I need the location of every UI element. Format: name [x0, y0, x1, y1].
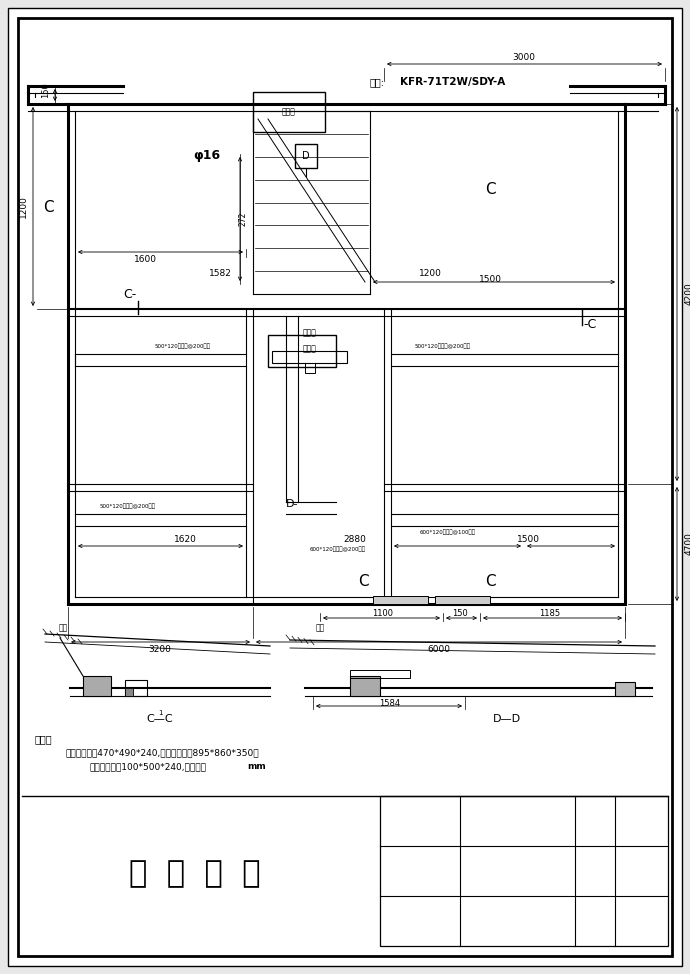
Text: C: C — [484, 575, 495, 589]
Text: 272: 272 — [239, 211, 248, 226]
Text: 1200: 1200 — [19, 195, 28, 218]
Bar — [125, 680, 147, 696]
Text: 室内机: 室内机 — [303, 328, 317, 338]
Text: 500*120送风口@200排风: 500*120送风口@200排风 — [155, 343, 211, 349]
Text: 1185: 1185 — [540, 610, 560, 618]
Text: D—D: D—D — [493, 714, 521, 724]
Text: 1500: 1500 — [478, 275, 502, 283]
Text: 1500: 1500 — [517, 535, 540, 543]
Text: 150: 150 — [452, 610, 468, 618]
Text: 500*120送风口@200排风: 500*120送风口@200排风 — [100, 504, 156, 508]
Bar — [373, 596, 428, 604]
Bar — [268, 335, 336, 367]
Bar — [350, 676, 380, 696]
Bar — [380, 796, 668, 946]
Text: 2880: 2880 — [344, 535, 366, 543]
Bar — [83, 676, 111, 696]
Text: C: C — [43, 200, 53, 214]
Text: 楼顶: 楼顶 — [315, 623, 324, 632]
Text: 静压箱: 静压箱 — [303, 345, 317, 354]
Text: C: C — [357, 575, 368, 589]
Text: C—C: C—C — [147, 714, 173, 724]
Text: φ16: φ16 — [193, 149, 221, 163]
Text: 1584: 1584 — [380, 699, 401, 708]
Text: C-: C- — [124, 287, 137, 301]
Text: 静压箱尺寸为100*500*240,单位均为: 静压箱尺寸为100*500*240,单位均为 — [90, 762, 207, 771]
Text: 室内机尺寸为470*490*240,室外机尺寸为895*860*350，: 室内机尺寸为470*490*240,室外机尺寸为895*860*350， — [65, 748, 259, 757]
Text: 1582: 1582 — [208, 270, 231, 279]
Text: 1200: 1200 — [419, 270, 442, 279]
Text: 150: 150 — [41, 82, 50, 97]
Text: KFR-71T2W/SDY-A: KFR-71T2W/SDY-A — [400, 77, 505, 87]
Text: 600*120连接口@100排风: 600*120连接口@100排风 — [420, 529, 476, 535]
Text: 3000: 3000 — [513, 54, 535, 62]
Bar — [295, 144, 317, 168]
Text: D: D — [302, 151, 310, 161]
Bar — [125, 688, 133, 696]
Text: 600*120长风口@200排风: 600*120长风口@200排风 — [310, 546, 366, 552]
Text: 1600: 1600 — [133, 254, 157, 264]
Bar — [253, 92, 325, 132]
Text: 1100: 1100 — [373, 610, 393, 618]
Text: 室外机: 室外机 — [282, 107, 296, 117]
Bar — [272, 351, 347, 363]
Text: -C: -C — [583, 318, 597, 330]
Bar — [350, 670, 410, 678]
Text: 型号:: 型号: — [370, 77, 385, 87]
Bar — [435, 596, 490, 604]
Text: 说明：: 说明： — [35, 734, 52, 744]
Text: 6000: 6000 — [428, 646, 451, 655]
Text: 二  层  平  面: 二 层 平 面 — [129, 859, 261, 888]
Text: mm: mm — [247, 762, 266, 771]
Text: D-: D- — [286, 499, 298, 509]
Text: 1620: 1620 — [174, 535, 197, 543]
Text: 楼顶: 楼顶 — [59, 623, 68, 632]
Text: 3200: 3200 — [148, 646, 171, 655]
Text: C: C — [484, 181, 495, 197]
Text: 4200: 4200 — [684, 282, 690, 306]
Bar — [615, 682, 635, 696]
Bar — [305, 363, 315, 373]
Text: 4700: 4700 — [684, 533, 690, 555]
Text: 500*120送风口@200排风: 500*120送风口@200排风 — [415, 343, 471, 349]
Text: 1: 1 — [158, 710, 162, 716]
